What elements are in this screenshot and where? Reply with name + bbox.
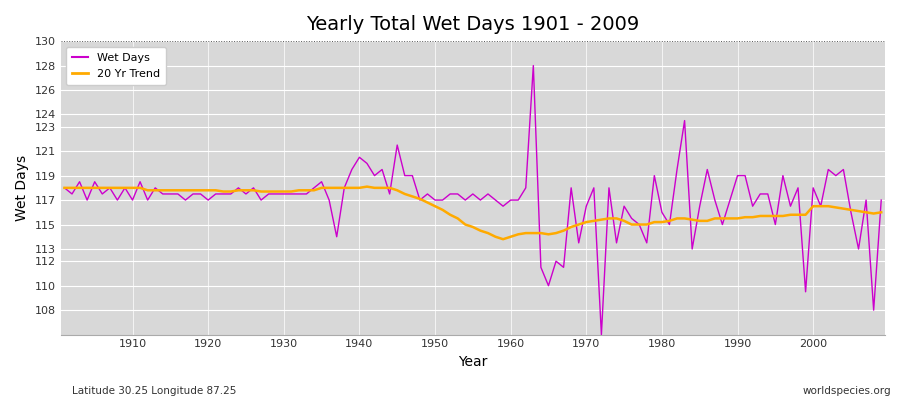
Text: worldspecies.org: worldspecies.org: [803, 386, 891, 396]
Wet Days: [120, 186, 130, 190]
Wet Days: [596, 332, 607, 337]
Wet Days: [528, 63, 539, 68]
20 Yr Trend: [331, 186, 342, 190]
20 Yr Trend: [611, 216, 622, 221]
Legend: Wet Days, 20 Yr Trend: Wet Days, 20 Yr Trend: [67, 47, 166, 85]
Wet Days: [286, 192, 297, 196]
Wet Days: [59, 186, 70, 190]
Wet Days: [505, 198, 516, 202]
Y-axis label: Wet Days: Wet Days: [15, 155, 29, 221]
Wet Days: [498, 204, 508, 208]
20 Yr Trend: [286, 189, 297, 194]
X-axis label: Year: Year: [458, 355, 488, 369]
Text: Latitude 30.25 Longitude 87.25: Latitude 30.25 Longitude 87.25: [72, 386, 237, 396]
Wet Days: [331, 234, 342, 239]
Wet Days: [876, 198, 886, 202]
Title: Yearly Total Wet Days 1901 - 2009: Yearly Total Wet Days 1901 - 2009: [306, 15, 640, 34]
Line: 20 Yr Trend: 20 Yr Trend: [65, 187, 881, 239]
20 Yr Trend: [520, 231, 531, 236]
Wet Days: [611, 240, 622, 245]
20 Yr Trend: [120, 186, 130, 190]
20 Yr Trend: [513, 232, 524, 237]
Line: Wet Days: Wet Days: [65, 66, 881, 334]
20 Yr Trend: [362, 184, 373, 189]
20 Yr Trend: [59, 186, 70, 190]
20 Yr Trend: [876, 210, 886, 215]
20 Yr Trend: [498, 237, 508, 242]
